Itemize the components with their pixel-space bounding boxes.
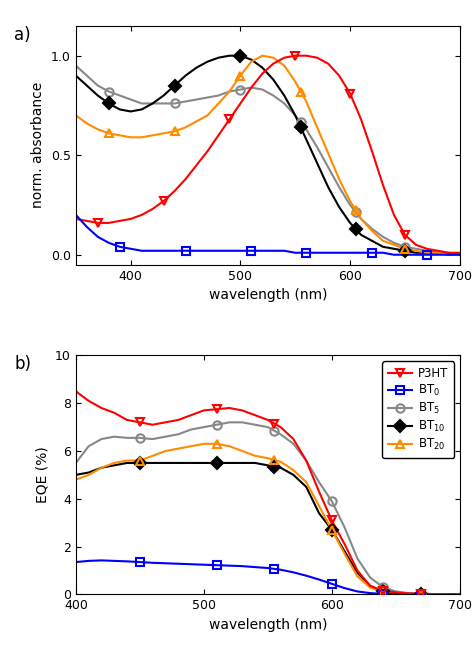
Text: a): a) — [14, 26, 31, 44]
Legend: P3HT, BT$_0$, BT$_5$, BT$_{10}$, BT$_{20}$: P3HT, BT$_0$, BT$_5$, BT$_{10}$, BT$_{20… — [382, 361, 454, 459]
Y-axis label: EQE (%): EQE (%) — [36, 446, 50, 503]
X-axis label: wavelength (nm): wavelength (nm) — [209, 288, 327, 302]
X-axis label: wavelength (nm): wavelength (nm) — [209, 618, 327, 632]
Text: b): b) — [14, 355, 31, 373]
Y-axis label: norm. absorbance: norm. absorbance — [31, 82, 46, 209]
